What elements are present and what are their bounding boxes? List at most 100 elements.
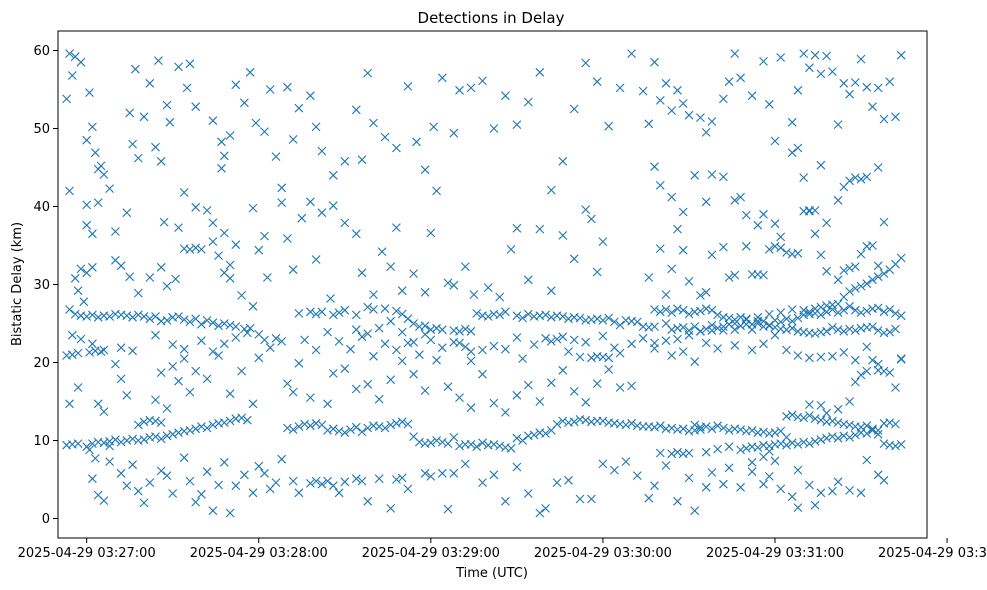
data-point [369,351,378,361]
data-point [581,205,591,214]
data-point [90,148,100,158]
data-point [655,244,665,253]
data-point [868,355,877,365]
data-point [741,241,751,251]
data-point [747,91,757,101]
data-point [162,316,172,325]
data-point [277,183,287,193]
data-point [845,324,854,334]
data-point [833,477,843,487]
data-point [88,122,97,132]
data-point [667,351,677,360]
data-point [655,181,665,190]
data-point [128,346,137,356]
data-point [701,447,711,457]
data-point [225,416,235,426]
data-point [217,137,226,147]
data-point [380,132,390,142]
data-point [678,347,688,356]
data-point [822,408,831,418]
data-point [294,422,304,431]
data-point [650,162,659,172]
data-point [816,435,826,445]
data-point [263,273,272,282]
data-point [437,73,447,83]
data-point [770,456,780,466]
data-point [862,421,872,431]
data-point [885,77,895,87]
data-point [816,310,826,320]
data-point [696,326,705,336]
data-point [65,49,74,58]
data-point [690,420,700,430]
data-point [529,430,539,440]
data-point [673,304,682,314]
data-point [415,350,424,360]
data-point [724,313,734,323]
data-point [529,340,539,349]
data-point [328,170,338,180]
data-point [569,335,579,345]
data-point [380,304,390,314]
data-point [701,422,711,431]
data-point [271,333,281,343]
data-point [432,436,441,445]
data-point [575,313,585,323]
data-point [122,436,132,445]
data-point [260,127,269,136]
y-tick-label: 30 [33,278,50,293]
data-point [873,303,883,313]
data-point [604,121,614,131]
data-point [380,423,390,433]
data-point [719,242,728,252]
data-point [701,324,711,334]
data-point [70,309,80,319]
data-point [805,400,814,409]
data-point [816,250,826,260]
data-point [828,323,837,332]
data-point [615,383,625,392]
data-point [294,103,304,113]
data-point [587,494,596,504]
data-point [810,414,820,424]
data-point [707,117,717,126]
data-point [833,308,843,317]
y-tick-label: 40 [33,200,50,215]
data-point [684,110,694,120]
data-point [208,218,218,228]
data-point [317,479,327,489]
data-point [122,481,132,491]
data-point [460,262,470,271]
data-point [73,286,83,296]
data-point [340,305,350,315]
data-point [885,418,895,427]
data-point [696,306,705,316]
data-point [632,317,642,327]
data-point [139,112,149,122]
data-point [713,310,722,320]
data-point [862,172,872,182]
data-point [182,83,192,93]
data-point [501,344,510,354]
data-point [437,325,447,335]
data-point [862,82,872,92]
data-point [678,323,688,332]
data-point [501,91,510,101]
data-point [684,448,694,458]
data-point [133,420,143,430]
data-point [245,323,255,333]
data-point [512,120,522,129]
data-point [245,67,255,77]
data-point [638,333,648,343]
data-point [776,243,786,253]
data-point [214,321,223,331]
data-point [856,174,866,184]
data-point [799,305,809,315]
data-point [151,330,160,340]
data-point [776,317,786,327]
data-point [753,220,763,230]
data-point [265,343,275,353]
data-point [122,208,132,218]
data-point [174,376,183,386]
data-point [460,342,470,352]
